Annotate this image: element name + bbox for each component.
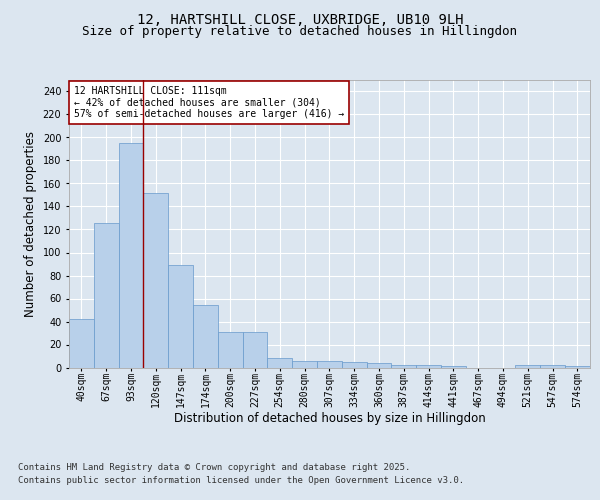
Text: Contains HM Land Registry data © Crown copyright and database right 2025.: Contains HM Land Registry data © Crown c…: [18, 464, 410, 472]
Bar: [119, 143, 143, 368]
Bar: [441, 366, 466, 368]
Bar: [342, 362, 367, 368]
Text: Contains public sector information licensed under the Open Government Licence v3: Contains public sector information licen…: [18, 476, 464, 485]
Bar: [367, 363, 391, 368]
Bar: [143, 192, 168, 368]
Y-axis label: Number of detached properties: Number of detached properties: [24, 130, 37, 317]
Bar: [416, 365, 441, 368]
Text: Size of property relative to detached houses in Hillingdon: Size of property relative to detached ho…: [83, 25, 517, 38]
Bar: [168, 265, 193, 368]
Bar: [69, 319, 94, 368]
X-axis label: Distribution of detached houses by size in Hillingdon: Distribution of detached houses by size …: [173, 412, 485, 426]
Bar: [242, 332, 268, 368]
Bar: [94, 222, 119, 368]
Bar: [540, 365, 565, 368]
Bar: [391, 365, 416, 368]
Bar: [218, 332, 242, 368]
Bar: [515, 365, 540, 368]
Bar: [317, 360, 342, 368]
Bar: [292, 360, 317, 368]
Bar: [268, 358, 292, 368]
Bar: [193, 306, 218, 368]
Text: 12, HARTSHILL CLOSE, UXBRIDGE, UB10 9LH: 12, HARTSHILL CLOSE, UXBRIDGE, UB10 9LH: [137, 12, 463, 26]
Bar: [565, 366, 590, 368]
Text: 12 HARTSHILL CLOSE: 111sqm
← 42% of detached houses are smaller (304)
57% of sem: 12 HARTSHILL CLOSE: 111sqm ← 42% of deta…: [74, 86, 344, 119]
